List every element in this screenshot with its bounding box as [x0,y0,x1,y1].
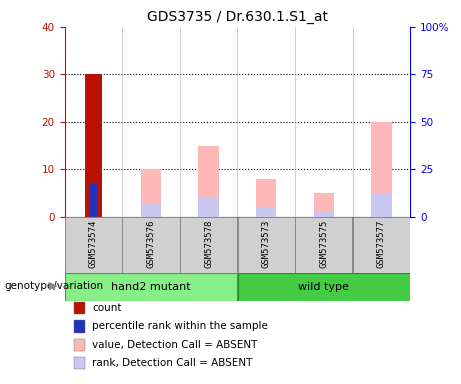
Text: GSM573576: GSM573576 [147,220,155,268]
Bar [85,74,101,217]
Text: GSM573577: GSM573577 [377,220,386,268]
Bar [65,273,237,301]
Bar [353,217,410,273]
Bar [256,179,276,217]
Bar [313,193,334,217]
Text: hand2 mutant: hand2 mutant [111,282,191,292]
Bar [180,217,237,273]
Text: wild type: wild type [298,282,349,292]
Bar [89,184,98,217]
Bar [198,146,219,217]
Bar [141,203,161,217]
Bar [371,122,391,217]
Text: GSM573578: GSM573578 [204,220,213,268]
Text: GSM573574: GSM573574 [89,220,98,268]
Bar [141,169,161,217]
Text: percentile rank within the sample: percentile rank within the sample [92,321,268,331]
Text: ▶: ▶ [49,281,58,291]
Bar [371,193,391,217]
Text: GSM573573: GSM573573 [262,220,271,268]
Bar [313,212,334,217]
Bar [65,217,122,273]
Bar [198,198,219,217]
Bar [123,217,179,273]
Text: value, Detection Call = ABSENT: value, Detection Call = ABSENT [92,340,258,350]
Text: genotype/variation: genotype/variation [5,281,104,291]
Bar [256,207,276,217]
Text: GSM573575: GSM573575 [319,220,328,268]
Text: rank, Detection Call = ABSENT: rank, Detection Call = ABSENT [92,358,253,368]
Text: count: count [92,303,122,313]
Bar [296,217,352,273]
Bar [238,217,295,273]
Title: GDS3735 / Dr.630.1.S1_at: GDS3735 / Dr.630.1.S1_at [147,10,328,25]
Bar [238,273,410,301]
